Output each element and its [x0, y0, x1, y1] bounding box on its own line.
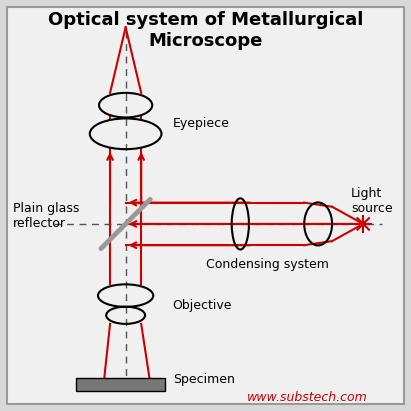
Text: www.substech.com: www.substech.com — [247, 391, 367, 404]
Text: Eyepiece: Eyepiece — [173, 117, 230, 130]
Text: Objective: Objective — [173, 299, 232, 312]
Text: Optical system of Metallurgical
Microscope: Optical system of Metallurgical Microsco… — [48, 11, 363, 50]
Text: Light
source: Light source — [351, 187, 393, 215]
Text: Specimen: Specimen — [173, 373, 235, 386]
Bar — [76, 378, 164, 390]
Text: Condensing system: Condensing system — [206, 259, 328, 271]
Text: Plain glass
reflector: Plain glass reflector — [13, 202, 79, 230]
